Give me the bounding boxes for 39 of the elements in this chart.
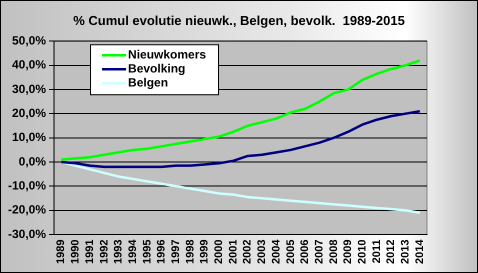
x-tick-label: 1997 <box>170 240 182 264</box>
x-tick-label: 2001 <box>227 240 240 264</box>
x-tick-label: 2005 <box>284 240 297 264</box>
x-tick-label: 2013 <box>400 240 412 264</box>
x-tick-label: 2003 <box>256 240 268 264</box>
x-tick-label: 2010 <box>356 240 368 264</box>
x-tick-label: 1998 <box>184 240 196 264</box>
x-tick-label: 1996 <box>156 240 168 264</box>
x-tick-label: 1989 <box>55 240 68 264</box>
x-tick-label: 2000 <box>213 240 226 264</box>
x-tick-label: 2008 <box>328 240 340 264</box>
y-tick-label: 10,0% <box>12 130 46 144</box>
x-tick-label: 1992 <box>98 240 110 264</box>
y-tick-label: 40,0% <box>12 58 46 72</box>
chart-title: % Cumul evolutie nieuwk., Belgen, bevolk. 1989-2015 <box>72 13 406 28</box>
x-tick-label: 1995 <box>141 240 154 264</box>
legend-label: Nieuwkomers <box>128 48 206 62</box>
legend-label: Belgen <box>128 76 168 90</box>
y-tick-label: -30,0% <box>8 226 46 241</box>
x-tick-label: 2014 <box>414 238 426 264</box>
x-tick-label: 1990 <box>70 240 82 264</box>
x-tick-label: 1999 <box>198 240 211 264</box>
x-tick-label: 1993 <box>112 240 125 264</box>
x-tick-label: 2012 <box>385 240 398 264</box>
y-tick-label: 20,0% <box>12 106 46 120</box>
x-tick-label: 2006 <box>299 240 312 264</box>
y-tick-label: 0,0% <box>18 154 46 168</box>
x-tick-label: 1994 <box>126 238 139 264</box>
y-tick-label: 50,0% <box>12 34 46 48</box>
legend-label: Bevolking <box>128 62 186 76</box>
y-tick-label: -20,0% <box>8 202 46 217</box>
x-tick-label: 2009 <box>342 240 354 264</box>
x-tick-label: 2007 <box>313 240 326 264</box>
y-tick-label: -10,0% <box>8 178 46 193</box>
x-tick-label: 2011 <box>370 240 383 264</box>
x-tick-label: 2002 <box>242 240 254 264</box>
x-tick-label: 1991 <box>84 240 96 264</box>
y-tick-label: 30,0% <box>12 82 46 96</box>
x-tick-label: 2004 <box>270 238 282 264</box>
